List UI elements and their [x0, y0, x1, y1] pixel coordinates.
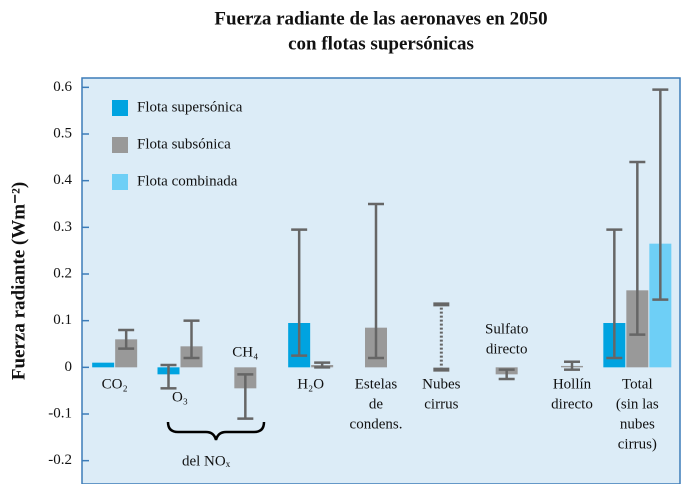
- x-tick-label: condens.: [350, 416, 403, 432]
- y-tick-label: 0.1: [53, 312, 72, 328]
- y-tick-label: 0.5: [53, 125, 72, 141]
- x-tick-label: Hollín: [553, 376, 592, 392]
- x-tick-label: directo: [486, 341, 528, 357]
- x-tick-label: cirrus): [618, 436, 657, 452]
- x-tick-label: CH₄: [232, 344, 258, 360]
- plot-area: [81, 77, 681, 484]
- y-tick-label: 0.6: [53, 79, 72, 95]
- legend-swatch: [112, 100, 128, 116]
- x-tick-label: (sin las: [616, 396, 659, 412]
- x-tick-label: de: [369, 396, 384, 412]
- bar: [92, 362, 115, 368]
- chart-title: Fuerza radiante de las aeronaves en 2050: [214, 8, 547, 29]
- x-tick-label: Total: [622, 376, 653, 392]
- brace: [166, 421, 266, 441]
- bar: [649, 243, 672, 368]
- x-tick-label: H₂O: [297, 376, 324, 392]
- x-tick-label: Nubes: [422, 376, 460, 392]
- y-tick-label: -0.2: [48, 452, 72, 468]
- y-tick-label: -0.1: [48, 405, 72, 421]
- x-tick-label: directo: [551, 396, 593, 412]
- x-tick-label: Sulfato: [485, 321, 528, 337]
- legend-label: Flota supersónica: [137, 99, 243, 115]
- annotation: del NOₓ: [182, 453, 231, 469]
- chart-title: con flotas supersónicas: [288, 33, 474, 54]
- y-tick-label: 0.2: [53, 265, 72, 281]
- x-tick-label: Estelas: [355, 376, 398, 392]
- x-tick-label: nubes: [620, 416, 655, 432]
- legend-swatch: [112, 174, 128, 190]
- legend-swatch: [112, 137, 128, 153]
- legend-label: Flota combinada: [137, 173, 238, 189]
- bar: [115, 339, 138, 368]
- y-tick-label: 0.3: [53, 219, 72, 235]
- x-tick-label: O₃: [172, 389, 188, 405]
- x-tick-label: CO₂: [102, 376, 128, 392]
- legend-label: Flota subsónica: [137, 136, 231, 152]
- x-tick-label: cirrus: [424, 396, 458, 412]
- y-axis-label: Fuerza radiante (Wm⁻²): [8, 182, 29, 380]
- y-tick-label: 0: [65, 359, 73, 375]
- y-tick-label: 0.4: [53, 172, 72, 188]
